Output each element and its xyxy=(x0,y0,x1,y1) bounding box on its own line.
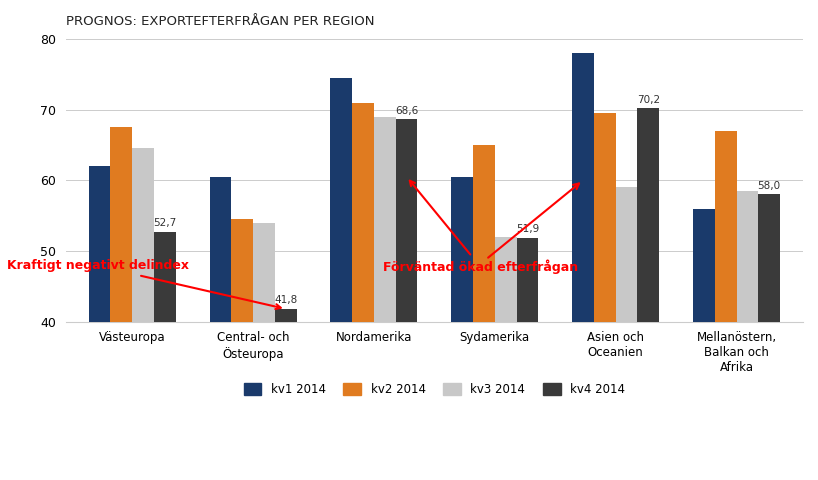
Bar xyxy=(110,127,133,480)
Legend: kv1 2014, kv2 2014, kv3 2014, kv4 2014: kv1 2014, kv2 2014, kv3 2014, kv4 2014 xyxy=(239,378,630,400)
Text: 52,7: 52,7 xyxy=(153,218,177,228)
Bar xyxy=(374,117,396,480)
Bar xyxy=(154,232,176,480)
Bar xyxy=(473,145,495,480)
Bar xyxy=(572,53,594,480)
Bar xyxy=(396,120,417,480)
Bar xyxy=(275,309,297,480)
Bar xyxy=(88,166,110,480)
Bar xyxy=(758,194,780,480)
Text: Förväntad ökad efterfrågan: Förväntad ökad efterfrågan xyxy=(383,180,578,274)
Bar xyxy=(133,148,154,480)
Bar xyxy=(616,187,637,480)
Text: PROGNOS: EXPORTEFTERFRÅGAN PER REGION: PROGNOS: EXPORTEFTERFRÅGAN PER REGION xyxy=(65,15,374,28)
Bar xyxy=(693,208,715,480)
Bar xyxy=(594,113,616,480)
Bar xyxy=(715,131,736,480)
Bar xyxy=(253,223,275,480)
Bar xyxy=(516,238,538,480)
Bar xyxy=(209,177,231,480)
Text: 70,2: 70,2 xyxy=(636,95,660,105)
Bar xyxy=(495,237,516,480)
Bar xyxy=(231,219,253,480)
Text: 51,9: 51,9 xyxy=(516,224,539,234)
Text: 68,6: 68,6 xyxy=(395,106,418,116)
Text: Kraftigt negativt delindex: Kraftigt negativt delindex xyxy=(7,259,281,309)
Bar xyxy=(452,177,473,480)
Bar xyxy=(637,108,659,480)
Bar xyxy=(330,78,353,480)
Text: 41,8: 41,8 xyxy=(274,295,297,305)
Text: 58,0: 58,0 xyxy=(757,181,780,191)
Bar xyxy=(736,191,758,480)
Bar xyxy=(353,103,374,480)
